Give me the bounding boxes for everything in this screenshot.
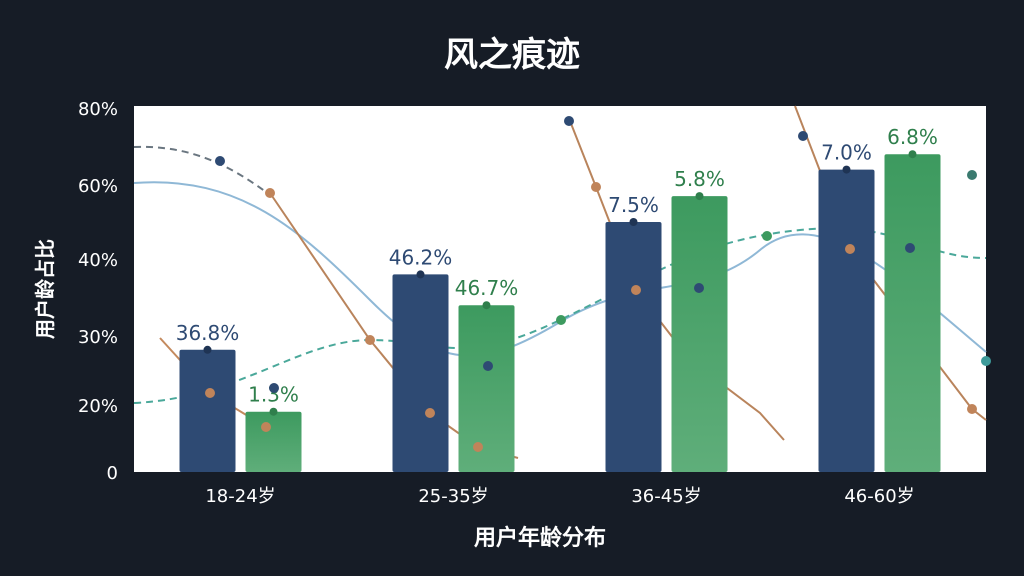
marker-dot (215, 156, 225, 166)
x-axis-ticks: 18-24岁 25-35岁 36-45岁 46-60岁 (205, 486, 914, 507)
bar (245, 411, 302, 472)
bar-value-label: 36.8% (176, 321, 240, 345)
marker-dot (967, 170, 977, 180)
marker-dot (365, 335, 375, 345)
chart-title: 风之痕迹 (444, 35, 580, 75)
x-tick-label: 46-60岁 (844, 486, 914, 507)
marker-dot (798, 131, 808, 141)
bar-value-label: 7.5% (608, 193, 659, 217)
bar (605, 222, 662, 472)
bar-cap-dot (416, 270, 425, 279)
y-tick-label: 60% (78, 176, 118, 197)
marker-dot (556, 315, 566, 325)
bar-value-label: 6.8% (887, 125, 938, 149)
bar-cap-dot (482, 301, 491, 310)
marker-dot (905, 243, 915, 253)
bar-value-label: 46.7% (455, 276, 519, 300)
bar (818, 169, 875, 472)
marker-dot (205, 388, 215, 398)
marker-dot (564, 116, 574, 126)
marker-dot (631, 285, 641, 295)
y-tick-label: 0 (107, 463, 118, 484)
x-tick-label: 25-35岁 (418, 486, 488, 507)
x-axis-label: 用户年龄分布 (474, 525, 606, 551)
bar-cap-dot (629, 218, 638, 226)
bar-group (179, 150, 941, 472)
bar-cap-dot (269, 407, 278, 416)
decorative-markers (205, 116, 991, 452)
grey-dashed-curve (133, 145, 271, 196)
bar-label-group: 36.8%1.3%46.2%46.7%7.5%5.8%7.0%6.8% (176, 125, 938, 407)
marker-dot (845, 244, 855, 254)
bar (458, 305, 515, 472)
bar-value-label: 46.2% (389, 245, 453, 269)
marker-dot (269, 383, 279, 393)
y-tick-label: 40% (78, 250, 118, 271)
orange-curve-3 (569, 120, 785, 441)
marker-dot (694, 283, 704, 293)
bar-cap-dot (842, 165, 851, 174)
bar-cap-dot (695, 192, 704, 201)
y-tick-label: 20% (78, 396, 118, 417)
bar-cap-dot (203, 345, 212, 354)
bar (179, 349, 236, 472)
marker-dot (265, 188, 275, 198)
bar (392, 274, 449, 472)
marker-dot (261, 422, 271, 432)
marker-dot (591, 182, 601, 192)
bar-cap-dot (908, 150, 917, 159)
teal-dashed-curve (133, 227, 987, 404)
marker-dot (483, 361, 493, 371)
y-axis-label: 用户龄占比 (33, 239, 57, 339)
y-axis-ticks: 0 20% 30% 40% 60% 80% (78, 99, 118, 484)
y-tick-label: 80% (78, 99, 118, 120)
marker-dot (425, 408, 435, 418)
y-tick-label: 30% (78, 327, 118, 348)
x-tick-label: 36-45岁 (631, 486, 701, 507)
marker-dot (473, 442, 483, 452)
x-tick-label: 18-24岁 (205, 486, 275, 507)
marker-dot (762, 231, 772, 241)
marker-dot (981, 356, 991, 366)
marker-dot (967, 404, 977, 414)
bar (884, 154, 941, 472)
bar-value-label: 7.0% (821, 141, 872, 165)
bar (671, 196, 728, 472)
bar-value-label: 5.8% (674, 167, 725, 191)
